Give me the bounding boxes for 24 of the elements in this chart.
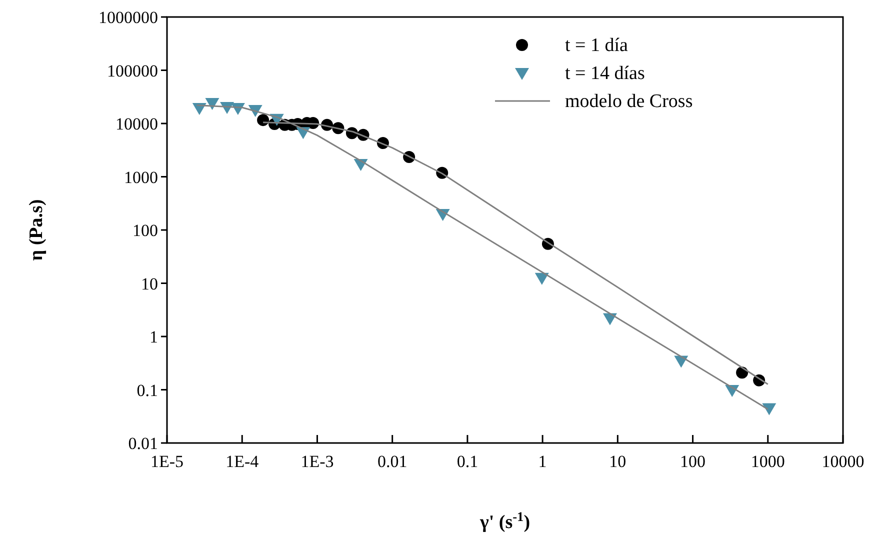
- x-tick-label: 1E-5: [150, 452, 184, 471]
- y-tick-label: 10000: [116, 114, 158, 134]
- y-tick-label: 1000000: [98, 8, 158, 27]
- x-tick-label: 10000: [822, 452, 864, 471]
- legend-label: t = 14 días: [565, 63, 645, 84]
- x-tick-label: 10: [609, 452, 626, 471]
- y-tick-label: 0.1: [136, 380, 158, 400]
- y-tick-label: 100: [132, 221, 158, 240]
- x-tick-label: 1E-4: [226, 452, 260, 471]
- x-tick-label: 1: [538, 452, 547, 471]
- y-tick-label: 10: [141, 274, 158, 294]
- y-tick-label: 0.01: [128, 434, 158, 453]
- legend-label: modelo de Cross: [565, 91, 693, 112]
- x-tick-label: 1E-3: [300, 452, 334, 471]
- y-tick-label: 100000: [107, 61, 158, 80]
- x-tick-label: 0.1: [456, 452, 478, 471]
- y-tick-label: 1: [150, 328, 158, 346]
- y-axis-title: η (Pa.s): [26, 199, 47, 261]
- x-axis-title: γ' (s$^{-1}$): [478, 508, 530, 533]
- legend-label: t = 1 día: [565, 35, 629, 56]
- y-tick-label: 1000: [124, 168, 158, 187]
- x-tick-label: 0.01: [377, 452, 408, 471]
- x-tick-label: 100: [680, 452, 706, 471]
- x-tick-label: 1000: [750, 452, 785, 471]
